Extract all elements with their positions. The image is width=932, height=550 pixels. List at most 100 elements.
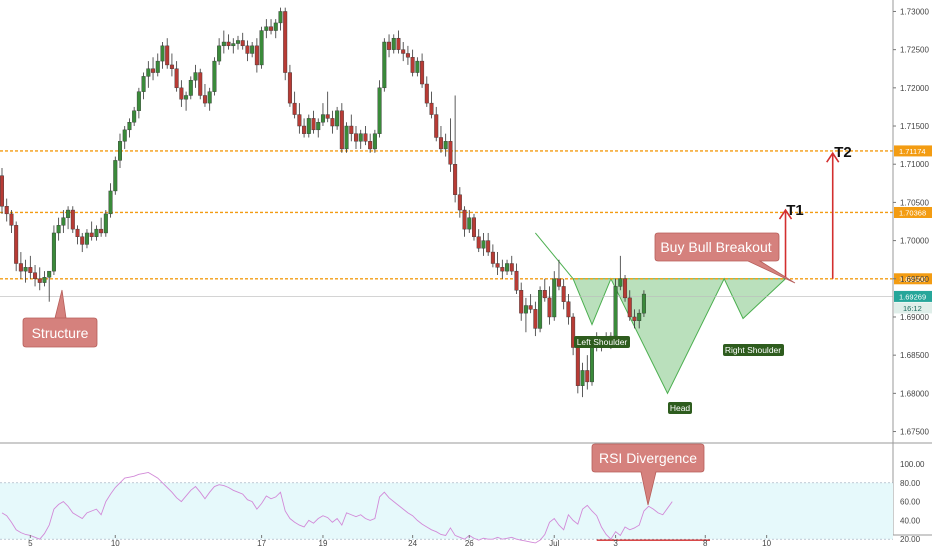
bearish-candle [472,217,477,237]
bearish-candle [627,297,632,318]
time-tick-label: 3 [613,539,618,548]
left-shoulder-tag: Left Shoulder [574,336,630,348]
price-tick-label: 1.70500 [900,198,929,207]
bullish-candle [377,87,382,134]
level-price-label: 1.69500 [899,275,926,284]
bearish-candle [368,141,373,150]
bullish-candle [132,110,137,123]
bearish-candle [396,37,401,50]
price-tick-label: 1.72000 [900,84,929,93]
bearish-candle [519,290,524,314]
bullish-candle [505,263,510,272]
level-price-label: 1.71174 [899,147,926,156]
bullish-candle [94,228,99,237]
bearish-candle [174,68,179,89]
structure-label: Structure [32,325,89,341]
t2-label: T2 [834,144,852,161]
bearish-candle [547,297,552,318]
bullish-candle [580,370,585,386]
price-tick-label: 1.68000 [900,389,929,398]
bullish-candle [273,22,278,31]
bearish-candle [429,102,434,115]
left-shoulder-label: Left Shoulder [577,337,628,347]
bullish-candle [306,118,311,134]
price-tick-label: 1.69000 [900,313,929,322]
bullish-candle [155,60,160,73]
bullish-candle [188,79,193,96]
bearish-candle [245,45,250,54]
rsi-tick-label: 80.00 [900,479,921,488]
bullish-candle [103,213,108,234]
bullish-candle [618,278,623,287]
time-tick-label: 19 [319,539,328,548]
target-arrows [778,151,840,279]
bearish-candle [325,114,330,119]
time-tick-label: 8 [703,539,708,548]
bearish-candle [632,316,637,321]
bearish-candle [500,267,505,272]
bullish-candle [335,110,340,127]
bullish-candle [320,114,325,123]
bullish-candle [108,190,113,215]
bullish-candle [382,41,387,89]
bullish-candle [235,40,240,44]
bullish-candle [221,41,226,47]
bearish-candle [410,57,415,73]
bearish-candle [354,133,359,142]
bullish-candle [637,312,642,321]
rsi-tick-label: 40.00 [900,516,921,525]
bearish-candle [363,133,368,142]
bearish-candle [401,49,406,54]
time-tick-label: 10 [111,539,120,548]
rsi-tick-label: 100.00 [900,460,925,469]
time-axis: 5 10 17 19 24 26 Jul 3 8 10 [28,535,772,548]
bearish-candle [202,95,207,104]
bearish-candle [75,228,80,237]
bearish-candle [623,278,628,299]
structure-callout: Structure [22,289,98,348]
bearish-candle [448,141,453,165]
bullish-candle [467,217,472,230]
bearish-candle [575,347,580,386]
bullish-candle [141,76,146,92]
bearish-candle [349,125,354,134]
time-tick-label: 24 [408,539,417,548]
bullish-candle [207,91,212,104]
price-tick-label: 1.67500 [900,428,929,437]
bullish-candle [146,68,151,77]
bearish-candle [240,40,245,47]
bullish-candle [47,270,52,278]
level-price-tag [894,206,932,218]
price-tick-label: 1.68500 [900,351,929,360]
bullish-candle [160,45,165,62]
bullish-candle [61,217,66,226]
bullish-candle [212,60,217,92]
time-tick-label: 17 [257,539,266,548]
time-tick-label: 10 [762,539,771,548]
bullish-candle [51,232,56,272]
bearish-candle [283,11,288,73]
price-tick-label: 1.73000 [900,7,929,16]
bearish-candle [9,213,14,226]
bearish-candle [254,45,259,66]
bearish-candle [561,286,566,302]
bullish-candle [552,278,557,318]
bullish-candle [523,305,528,314]
bullish-candle [613,286,618,337]
bullish-candle [231,43,236,47]
bullish-candle [372,133,377,150]
rsi-pane: 100.00 80.00 60.00 40.00 20.00 [0,460,925,544]
price-tick-label: 1.70000 [900,237,929,246]
bullish-candle [84,232,89,245]
bearish-candle [80,236,85,245]
current-price-tag [894,290,932,302]
t1-arrow-head [778,208,793,220]
bullish-candle [259,30,264,66]
bullish-candle [538,290,543,329]
countdown-tag [894,302,932,314]
bullish-candle [66,209,71,218]
prior-trend-line [534,232,574,280]
bearish-candle [486,240,491,253]
bearish-candle [4,206,9,215]
